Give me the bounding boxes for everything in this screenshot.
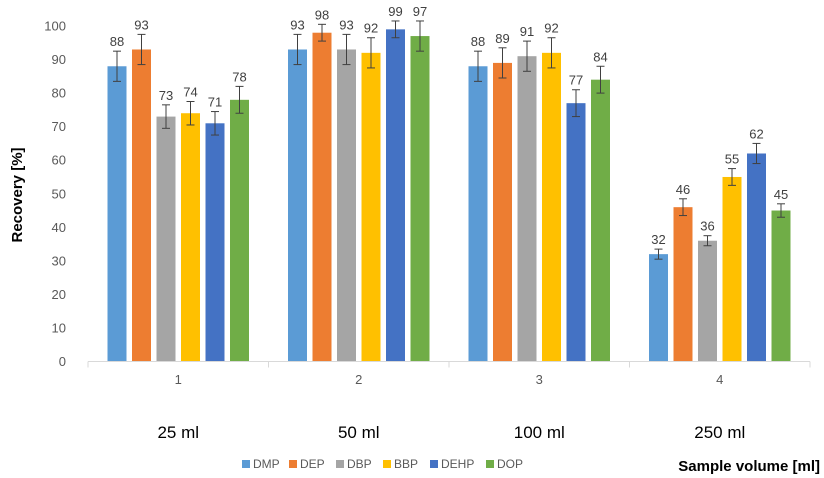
- legend-label-bbp: BBP: [394, 457, 418, 471]
- y-tick-label: 80: [52, 86, 66, 101]
- bar-bbp: [361, 52, 381, 362]
- data-label: 62: [749, 126, 763, 141]
- bar-dmp: [468, 66, 488, 362]
- y-tick-label: 90: [52, 52, 66, 67]
- legend-swatch-dehp: [430, 460, 438, 468]
- bar-dmp: [288, 49, 307, 362]
- data-label: 93: [339, 17, 353, 32]
- data-label: 92: [544, 21, 558, 36]
- bar-bbp: [542, 52, 561, 362]
- y-tick-label: 70: [52, 119, 66, 134]
- data-label: 78: [232, 69, 246, 84]
- legend-swatch-bbp: [383, 460, 391, 468]
- data-label: 32: [651, 232, 665, 247]
- bar-dbp: [517, 56, 537, 362]
- group-label: 100 ml: [514, 423, 565, 442]
- legend-label-dbp: DBP: [347, 457, 372, 471]
- data-label: 88: [471, 34, 485, 49]
- bar-dep: [312, 32, 332, 362]
- legend-swatch-dep: [289, 460, 297, 468]
- data-label: 74: [183, 84, 197, 99]
- data-label: 91: [520, 24, 534, 39]
- legend-swatch-dop: [486, 460, 494, 468]
- y-tick-label: 60: [52, 153, 66, 168]
- x-tick-label: 2: [355, 372, 362, 387]
- data-label: 71: [208, 95, 222, 110]
- data-label: 77: [569, 73, 583, 88]
- x-tick-label: 1: [175, 372, 182, 387]
- bar-dop: [771, 210, 791, 362]
- data-label: 97: [413, 4, 427, 19]
- x-tick-label: 4: [716, 372, 723, 387]
- y-tick-label: 100: [44, 19, 66, 34]
- bar-bbp: [722, 176, 742, 362]
- x-axis-label: Sample volume [ml]: [678, 458, 820, 475]
- y-tick-label: 50: [52, 186, 66, 201]
- data-label: 88: [110, 34, 124, 49]
- legend-label-dehp: DEHP: [441, 457, 474, 471]
- bar-dop: [230, 99, 249, 362]
- data-label: 73: [159, 88, 173, 103]
- data-label: 99: [388, 4, 402, 19]
- data-label: 92: [364, 21, 378, 36]
- legend-swatch-dmp: [242, 460, 250, 468]
- legend-label-dop: DOP: [497, 457, 523, 471]
- legend-swatch-dbp: [336, 460, 344, 468]
- bar-dehp: [566, 103, 586, 362]
- bar-dehp: [747, 153, 766, 362]
- bar-dep: [493, 62, 512, 362]
- data-label: 84: [593, 49, 607, 64]
- data-label: 46: [676, 182, 690, 197]
- x-tick-label: 3: [536, 372, 543, 387]
- bar-dehp: [386, 29, 405, 362]
- y-tick-label: 10: [52, 320, 66, 335]
- bar-dop: [410, 36, 430, 362]
- bar-dmp: [107, 66, 127, 362]
- data-label: 93: [134, 17, 148, 32]
- data-label: 93: [290, 17, 304, 32]
- bar-dmp: [649, 254, 668, 362]
- group-label: 250 ml: [694, 423, 745, 442]
- bars: 88 93 73 74 71 78 93 98 93 92 99 97 88 89 91 92 77 84 32 46…: [107, 4, 791, 362]
- bar-bbp: [181, 113, 200, 362]
- bar-dehp: [205, 123, 225, 362]
- data-label: 55: [725, 152, 739, 167]
- y-axis-label: Recovery [%]: [9, 147, 26, 242]
- group-label: 50 ml: [338, 423, 380, 442]
- bar-dep: [132, 49, 151, 362]
- bar-dbp: [698, 240, 717, 362]
- data-label: 89: [495, 31, 509, 46]
- bar-dbp: [337, 49, 356, 362]
- y-tick-label: 40: [52, 220, 66, 235]
- y-tick-label: 0: [59, 354, 66, 369]
- legend: DMP DEP DBP BBP DEHP DOP: [242, 457, 523, 471]
- y-axis: 0 10 20 30 40 50 60 70 80 90 100: [44, 19, 66, 370]
- legend-label-dep: DEP: [300, 457, 325, 471]
- bar-dep: [673, 207, 693, 362]
- y-tick-label: 30: [52, 253, 66, 268]
- data-label: 45: [774, 187, 788, 202]
- group-label: 25 ml: [157, 423, 199, 442]
- bar-dbp: [156, 116, 176, 362]
- legend-label-dmp: DMP: [253, 457, 280, 471]
- y-tick-label: 20: [52, 287, 66, 302]
- data-label: 36: [700, 219, 714, 234]
- bar-dop: [591, 79, 610, 362]
- data-label: 98: [315, 7, 329, 22]
